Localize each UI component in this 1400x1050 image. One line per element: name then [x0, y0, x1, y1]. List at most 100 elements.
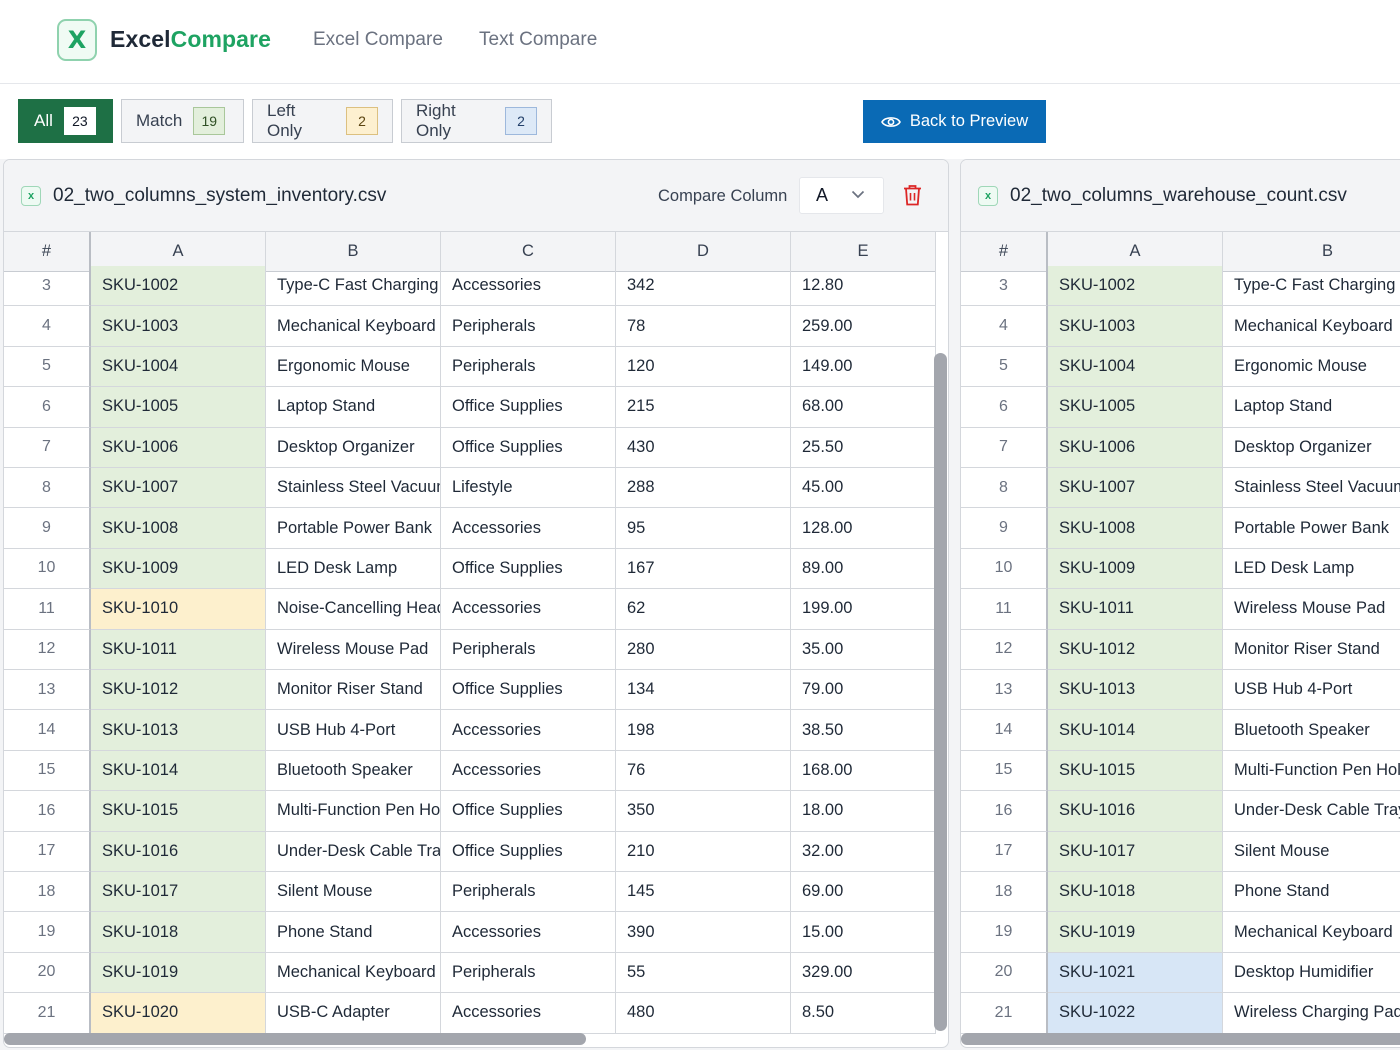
table-row[interactable]: 20 SKU-1021 Desktop Humidifier — [961, 952, 1400, 994]
filter-match-button[interactable]: Match 19 — [121, 99, 244, 143]
brand-name[interactable]: ExcelCompare — [110, 26, 271, 53]
filter-right-only-button[interactable]: Right Only 2 — [401, 99, 552, 143]
table-cell[interactable]: 342 — [616, 266, 791, 307]
key-cell[interactable]: SKU-1007 — [1048, 468, 1223, 509]
table-row[interactable]: 3 SKU-1002 Type-C Fast Charging — [961, 266, 1400, 307]
table-cell[interactable]: 79.00 — [791, 670, 936, 711]
table-cell[interactable]: Type-C Fast Charging — [1223, 266, 1400, 307]
key-cell[interactable]: SKU-1018 — [91, 912, 266, 953]
table-cell[interactable]: 55 — [616, 952, 791, 994]
table-cell[interactable]: 210 — [616, 831, 791, 872]
table-cell[interactable]: Office Supplies — [441, 791, 616, 832]
table-cell[interactable]: Ergonomic Mouse — [266, 346, 441, 388]
table-cell[interactable]: 76 — [616, 750, 791, 792]
key-cell[interactable]: SKU-1011 — [1048, 589, 1223, 630]
row-number-header[interactable]: # — [961, 232, 1048, 273]
table-cell[interactable]: LED Desk Lamp — [266, 548, 441, 590]
table-cell[interactable]: Phone Stand — [266, 912, 441, 953]
table-cell[interactable]: Stainless Steel Vacuum — [1223, 468, 1400, 509]
table-cell[interactable]: Under-Desk Cable Tray — [1223, 791, 1400, 832]
left-horizontal-scrollbar[interactable] — [4, 1033, 586, 1045]
table-cell[interactable]: Accessories — [441, 750, 616, 792]
table-cell[interactable]: Laptop Stand — [266, 387, 441, 428]
key-cell[interactable]: SKU-1017 — [1048, 831, 1223, 872]
table-cell[interactable]: 350 — [616, 791, 791, 832]
table-cell[interactable]: 69.00 — [791, 872, 936, 913]
table-cell[interactable]: Portable Power Bank — [1223, 508, 1400, 549]
table-cell[interactable]: 167 — [616, 548, 791, 590]
table-row[interactable]: 6 SKU-1005 Laptop Stand Office Supplies 215 6… — [4, 387, 936, 428]
table-cell[interactable]: USB-C Adapter — [266, 993, 441, 1034]
key-cell[interactable]: SKU-1016 — [91, 831, 266, 872]
key-cell[interactable]: SKU-1006 — [1048, 427, 1223, 468]
table-row[interactable]: 4 SKU-1003 Mechanical Keyboard — [961, 306, 1400, 347]
table-cell[interactable]: 134 — [616, 670, 791, 711]
key-cell[interactable]: SKU-1021 — [1048, 952, 1223, 994]
table-cell[interactable]: 199.00 — [791, 589, 936, 630]
table-cell[interactable]: Laptop Stand — [1223, 387, 1400, 428]
table-cell[interactable]: Accessories — [441, 710, 616, 751]
key-cell[interactable]: SKU-1014 — [91, 750, 266, 792]
table-cell[interactable]: 430 — [616, 427, 791, 468]
table-cell[interactable]: Phone Stand — [1223, 872, 1400, 913]
column-header[interactable]: B — [1223, 232, 1400, 273]
table-cell[interactable]: 68.00 — [791, 387, 936, 428]
row-number-header[interactable]: # — [4, 232, 91, 273]
key-cell[interactable]: SKU-1017 — [91, 872, 266, 913]
table-row[interactable]: 10 SKU-1009 LED Desk Lamp Office Supplies 16… — [4, 548, 936, 590]
table-cell[interactable]: Monitor Riser Stand — [1223, 630, 1400, 670]
key-cell[interactable]: SKU-1012 — [91, 670, 266, 711]
key-cell[interactable]: SKU-1002 — [91, 266, 266, 307]
table-cell[interactable]: 45.00 — [791, 468, 936, 509]
key-cell[interactable]: SKU-1003 — [1048, 306, 1223, 347]
table-cell[interactable]: USB Hub 4-Port — [1223, 670, 1400, 711]
table-cell[interactable]: 215 — [616, 387, 791, 428]
left-vertical-scrollbar[interactable] — [934, 353, 947, 1031]
table-cell[interactable]: Peripherals — [441, 629, 616, 670]
table-cell[interactable]: Office Supplies — [441, 387, 616, 428]
table-row[interactable]: 3 SKU-1002 Type-C Fast Charging Accessories… — [4, 266, 936, 307]
table-cell[interactable]: 89.00 — [791, 548, 936, 590]
key-cell[interactable]: SKU-1004 — [91, 346, 266, 388]
table-row[interactable]: 8 SKU-1007 Stainless Steel Vacuum — [961, 468, 1400, 509]
table-cell[interactable]: 390 — [616, 912, 791, 953]
table-cell[interactable]: Monitor Riser Stand — [266, 670, 441, 711]
table-row[interactable]: 14 SKU-1013 USB Hub 4-Port Accessories 198 38… — [4, 710, 936, 751]
table-row[interactable]: 21 SKU-1020 USB-C Adapter Accessories 480 8.5… — [4, 993, 936, 1034]
table-cell[interactable]: Accessories — [441, 266, 616, 307]
table-cell[interactable]: Office Supplies — [441, 548, 616, 590]
key-cell[interactable]: SKU-1018 — [1048, 872, 1223, 913]
key-cell[interactable]: SKU-1011 — [91, 629, 266, 670]
table-cell[interactable]: LED Desk Lamp — [1223, 549, 1400, 590]
column-header[interactable]: E — [791, 232, 936, 273]
table-cell[interactable]: Under-Desk Cable Tray — [266, 831, 441, 872]
table-cell[interactable]: 38.50 — [791, 710, 936, 751]
table-row[interactable]: 4 SKU-1003 Mechanical Keyboard Peripherals 7… — [4, 306, 936, 347]
table-row[interactable]: 12 SKU-1011 Wireless Mouse Pad Peripherals 2… — [4, 629, 936, 670]
table-cell[interactable]: 62 — [616, 589, 791, 630]
table-row[interactable]: 14 SKU-1014 Bluetooth Speaker — [961, 710, 1400, 751]
table-cell[interactable]: Wireless Mouse Pad — [1223, 589, 1400, 630]
table-cell[interactable]: Wireless Mouse Pad — [266, 629, 441, 670]
table-cell[interactable]: 198 — [616, 710, 791, 751]
table-cell[interactable]: Type-C Fast Charging — [266, 266, 441, 307]
key-cell[interactable]: SKU-1009 — [91, 548, 266, 590]
table-row[interactable]: 19 SKU-1019 Mechanical Keyboard — [961, 912, 1400, 953]
table-cell[interactable]: Desktop Organizer — [266, 427, 441, 468]
key-cell[interactable]: SKU-1006 — [91, 427, 266, 468]
table-row[interactable]: 5 SKU-1004 Ergonomic Mouse Peripherals 120 14… — [4, 346, 936, 388]
key-cell[interactable]: SKU-1002 — [1048, 266, 1223, 307]
nav-link-excel-compare[interactable]: Excel Compare — [313, 29, 443, 50]
table-cell[interactable]: Silent Mouse — [1223, 832, 1400, 872]
key-cell[interactable]: SKU-1016 — [1048, 791, 1223, 832]
table-row[interactable]: 10 SKU-1009 LED Desk Lamp — [961, 548, 1400, 590]
column-header[interactable]: C — [441, 232, 616, 273]
table-cell[interactable]: 480 — [616, 993, 791, 1034]
key-cell[interactable]: SKU-1015 — [91, 791, 266, 832]
table-cell[interactable]: Office Supplies — [441, 427, 616, 468]
key-cell[interactable]: SKU-1012 — [1048, 629, 1223, 670]
key-cell[interactable]: SKU-1005 — [1048, 387, 1223, 428]
key-cell[interactable]: SKU-1009 — [1048, 548, 1223, 590]
